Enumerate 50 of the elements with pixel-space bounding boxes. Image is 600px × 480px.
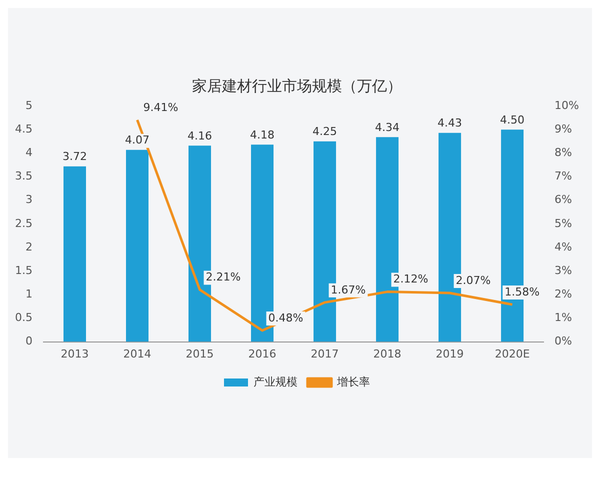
bar [126, 150, 149, 342]
data-label: 2.07% [456, 274, 491, 287]
x-tick-label: 2016 [248, 347, 276, 360]
y2-tick-label: 8% [554, 146, 572, 160]
data-label: 0.48% [268, 311, 304, 324]
x-tick-label: 2017 [310, 347, 339, 360]
data-label: 1.58% [504, 285, 540, 298]
x-tick-label: 2013 [60, 347, 89, 360]
data-label: 4.34 [375, 120, 400, 134]
x-tick-label: 2019 [436, 347, 464, 360]
data-label: 9.41% [143, 100, 178, 114]
x-tick-label: 2018 [373, 347, 402, 360]
y2-tick-label: 10% [554, 98, 580, 112]
y2-tick-label: 4% [554, 240, 572, 254]
y2-tick-label: 7% [554, 170, 572, 183]
data-label: 4.43 [438, 116, 462, 130]
y-tick-label: 4 [25, 146, 32, 160]
data-label: 4.16 [188, 129, 212, 142]
data-label: 4.50 [500, 113, 525, 126]
y2-tick-label: 6% [554, 193, 572, 206]
x-tick-label: 2020E [494, 347, 530, 360]
y2-tick-label: 2% [554, 288, 572, 300]
y-tick-label: 2 [25, 240, 32, 254]
x-tick-label: 2014 [123, 347, 152, 360]
legend-label: 增长率 [336, 375, 370, 388]
legend-label: 产业规模 [254, 375, 298, 388]
y2-tick-label: 1% [554, 311, 572, 324]
data-label: 4.25 [312, 125, 338, 138]
bar [63, 166, 86, 342]
data-label: 2.21% [206, 270, 241, 284]
y-tick-label: 0 [25, 334, 32, 348]
y-tick-label: 1.5 [14, 264, 32, 277]
chart-title: 家居建材行业市场规模（万亿） [192, 76, 402, 95]
y-tick-label: 4.5 [14, 122, 32, 136]
y2-tick-label: 0% [554, 334, 572, 348]
x-tick-label: 2015 [186, 347, 214, 360]
y2-tick-label: 5% [554, 216, 572, 230]
y-tick-label: 3 [25, 193, 32, 206]
y-tick-label: 1 [25, 288, 32, 300]
data-label: 1.67% [330, 283, 366, 296]
y2-tick-label: 9% [554, 122, 572, 136]
y-tick-label: 3.5 [14, 170, 32, 183]
data-label: 3.72 [62, 150, 87, 164]
y2-tick-label: 3% [554, 264, 572, 277]
data-label: 2.12% [393, 272, 428, 286]
y-tick-label: 5 [25, 98, 32, 112]
y-tick-label: 2.5 [14, 216, 32, 230]
data-label: 4.07 [125, 134, 150, 147]
y-tick-label: 0.5 [14, 311, 32, 324]
data-label: 4.18 [250, 128, 275, 142]
